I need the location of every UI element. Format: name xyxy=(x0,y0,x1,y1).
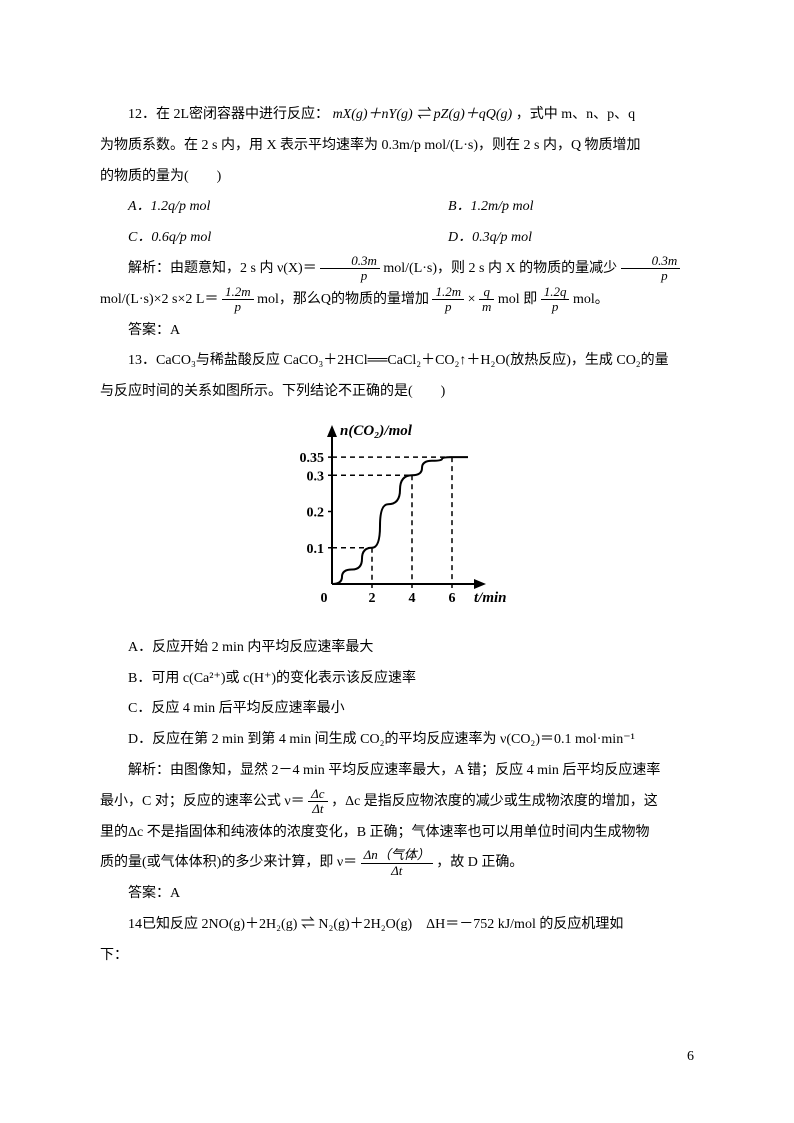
svg-text:t/min: t/min xyxy=(474,590,507,606)
q13-sol-line3: 里的Δc 不是指固体和纯液体的浓度变化，B 正确；气体速率也可以用单位时间内生成… xyxy=(100,818,694,849)
text: ，式中 m、n、p、q xyxy=(516,107,635,122)
q12-stem-line1: 12．在 2L密闭容器中进行反应： mX(g)＋nY(g) ⇌ pZ(g)＋qQ… xyxy=(100,100,694,131)
fraction: 0.3mp xyxy=(621,254,681,284)
q13-chart: 0.1 0.2 0.3 0.35 0 2 4 6 n(CO₂)/mol t/min xyxy=(100,414,694,627)
q12-solution-line2: mol/(L·s)×2 s×2 L＝ 1.2mp mol，那么Q的物质的量增加 … xyxy=(100,285,694,316)
svg-text:0.3: 0.3 xyxy=(307,469,325,484)
q13-sol-line2: 最小，C 对；反应的速率公式 ν＝ ΔcΔt ，Δc 是指反应物浓度的减少或生成… xyxy=(100,787,694,818)
q13-opt-c: C．反应 4 min 后平均反应速率最小 xyxy=(100,694,694,725)
q12-opt-c: C．0.6q/p mol xyxy=(128,223,448,254)
text: mol/(L·s)，则 2 s 内 X 的物质的量减少 xyxy=(383,261,617,276)
q12-opt-d: D．0.3q/p mol xyxy=(448,223,532,254)
text: ，故 D 正确。 xyxy=(436,855,523,870)
q12-solution-line1: 解析：由题意知，2 s 内 ν(X)＝ 0.3mp mol/(L·s)，则 2 … xyxy=(100,254,694,285)
text: × xyxy=(468,292,476,307)
svg-text:0.2: 0.2 xyxy=(307,506,325,521)
svg-text:0.1: 0.1 xyxy=(307,542,325,557)
q13-answer: 答案：A xyxy=(100,879,694,910)
q13-stem-line2: 与反应时间的关系如图所示。下列结论不正确的是( ) xyxy=(100,377,694,408)
page-number: 6 xyxy=(687,1042,694,1073)
q12-options-row1: A．1.2q/p mol B．1.2m/p mol xyxy=(128,192,694,223)
text: mol/(L·s)×2 s×2 L＝ xyxy=(100,292,218,307)
text: 解析：由题意知，2 s 内 ν(X)＝ xyxy=(128,261,317,276)
text: 质的量(或气体体积)的多少来计算，即 ν＝ xyxy=(100,855,357,870)
text: 12．在 2L密闭容器中进行反应： xyxy=(128,107,329,122)
q13-opt-d: D．反应在第 2 min 到第 4 min 间生成 CO₂的平均反应速率为 ν(… xyxy=(100,725,694,756)
q12-opt-b: B．1.2m/p mol xyxy=(448,192,534,223)
fraction: 1.2mp xyxy=(432,285,464,315)
equation: mX(g)＋nY(g) ⇌ pZ(g)＋qQ(g) xyxy=(333,107,513,122)
fraction: ΔcΔt xyxy=(308,787,327,817)
fraction: qm xyxy=(479,285,494,315)
fraction: Δn（气体）Δt xyxy=(361,848,433,878)
q13-sol-line1: 解析：由图像知，显然 2－4 min 平均反应速率最大，A 错；反应 4 min… xyxy=(100,756,694,787)
q12-stem-line3: 的物质的量为( ) xyxy=(100,162,694,193)
q13-sol-line4: 质的量(或气体体积)的多少来计算，即 ν＝ Δn（气体）Δt ，故 D 正确。 xyxy=(100,848,694,879)
svg-text:2: 2 xyxy=(369,591,376,606)
svg-text:0.35: 0.35 xyxy=(300,451,325,466)
svg-text:n(CO₂)/mol: n(CO₂)/mol xyxy=(340,423,413,439)
q13-opt-b: B．可用 c(Ca²⁺)或 c(H⁺)的变化表示该反应速率 xyxy=(100,664,694,695)
fraction: 1.2qp xyxy=(541,285,570,315)
fraction: 0.3mp xyxy=(320,254,380,284)
q12-stem-line2: 为物质系数。在 2 s 内，用 X 表示平均速率为 0.3m/p mol/(L·… xyxy=(100,131,694,162)
chart-svg: 0.1 0.2 0.3 0.35 0 2 4 6 n(CO₂)/mol t/min xyxy=(277,414,517,614)
q13-opt-a: A．反应开始 2 min 内平均反应速率最大 xyxy=(100,633,694,664)
q14-stem-line2: 下： xyxy=(100,941,694,972)
svg-text:0: 0 xyxy=(321,591,328,606)
q12-answer: 答案：A xyxy=(100,316,694,347)
text: mol。 xyxy=(573,292,609,307)
text: mol，那么Q的物质的量增加 xyxy=(257,292,429,307)
q12-opt-a: A．1.2q/p mol xyxy=(128,192,448,223)
svg-text:4: 4 xyxy=(409,591,416,606)
q13-stem-line1: 13．CaCO₃与稀盐酸反应 CaCO₃＋2HCl══CaCl₂＋CO₂↑＋H₂… xyxy=(100,346,694,377)
q14-stem-line1: 14已知反应 2NO(g)＋2H₂(g) ⇌ N₂(g)＋2H₂O(g) ΔH＝… xyxy=(100,910,694,941)
text: ，Δc 是指反应物浓度的减少或生成物浓度的增加，这 xyxy=(331,794,658,809)
text: mol 即 xyxy=(498,292,537,307)
svg-text:6: 6 xyxy=(449,591,456,606)
fraction: 1.2mp xyxy=(222,285,254,315)
q12-options-row2: C．0.6q/p mol D．0.3q/p mol xyxy=(128,223,694,254)
text: 最小，C 对；反应的速率公式 ν＝ xyxy=(100,794,305,809)
